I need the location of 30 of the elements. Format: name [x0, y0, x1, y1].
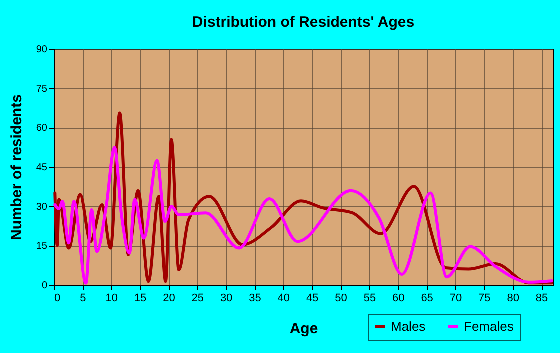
y-tick-label: 0 [42, 280, 48, 292]
y-axis-title: Number of residents [8, 94, 26, 240]
x-tick-label: 80 [507, 292, 520, 304]
x-tick-label: 65 [421, 292, 434, 304]
x-tick-label: 85 [536, 292, 548, 304]
x-tick-label: 60 [392, 292, 405, 304]
x-tick-label: 15 [134, 292, 147, 304]
x-tick-label: 0 [54, 292, 61, 304]
x-tick-label: 30 [220, 292, 233, 304]
y-tick-label: 90 [36, 44, 48, 56]
x-tick-label: 75 [478, 292, 491, 304]
y-tick-label: 45 [36, 162, 48, 174]
x-tick-label: 10 [106, 292, 118, 304]
x-tick-label: 40 [278, 292, 290, 304]
x-tick-label: 50 [335, 292, 348, 304]
y-tick-label: 75 [36, 84, 48, 95]
legend-label: Females [464, 318, 514, 334]
x-tick-label: 45 [306, 292, 319, 304]
x-axis-title: Age [290, 320, 318, 338]
y-tick-label: 60 [36, 123, 48, 134]
x-tick-label: 70 [450, 292, 462, 304]
x-tick-label: 35 [249, 292, 262, 304]
legend-label: Males [391, 318, 426, 334]
y-tick-label: 30 [36, 202, 48, 213]
x-tick-label: 55 [364, 292, 376, 304]
y-tick-label: 15 [36, 241, 48, 252]
chart-title: Distribution of Residents' Ages [192, 14, 415, 31]
x-tick-label: 25 [192, 292, 204, 304]
x-tick-label: 20 [163, 292, 176, 304]
x-tick-label: 5 [80, 292, 86, 304]
